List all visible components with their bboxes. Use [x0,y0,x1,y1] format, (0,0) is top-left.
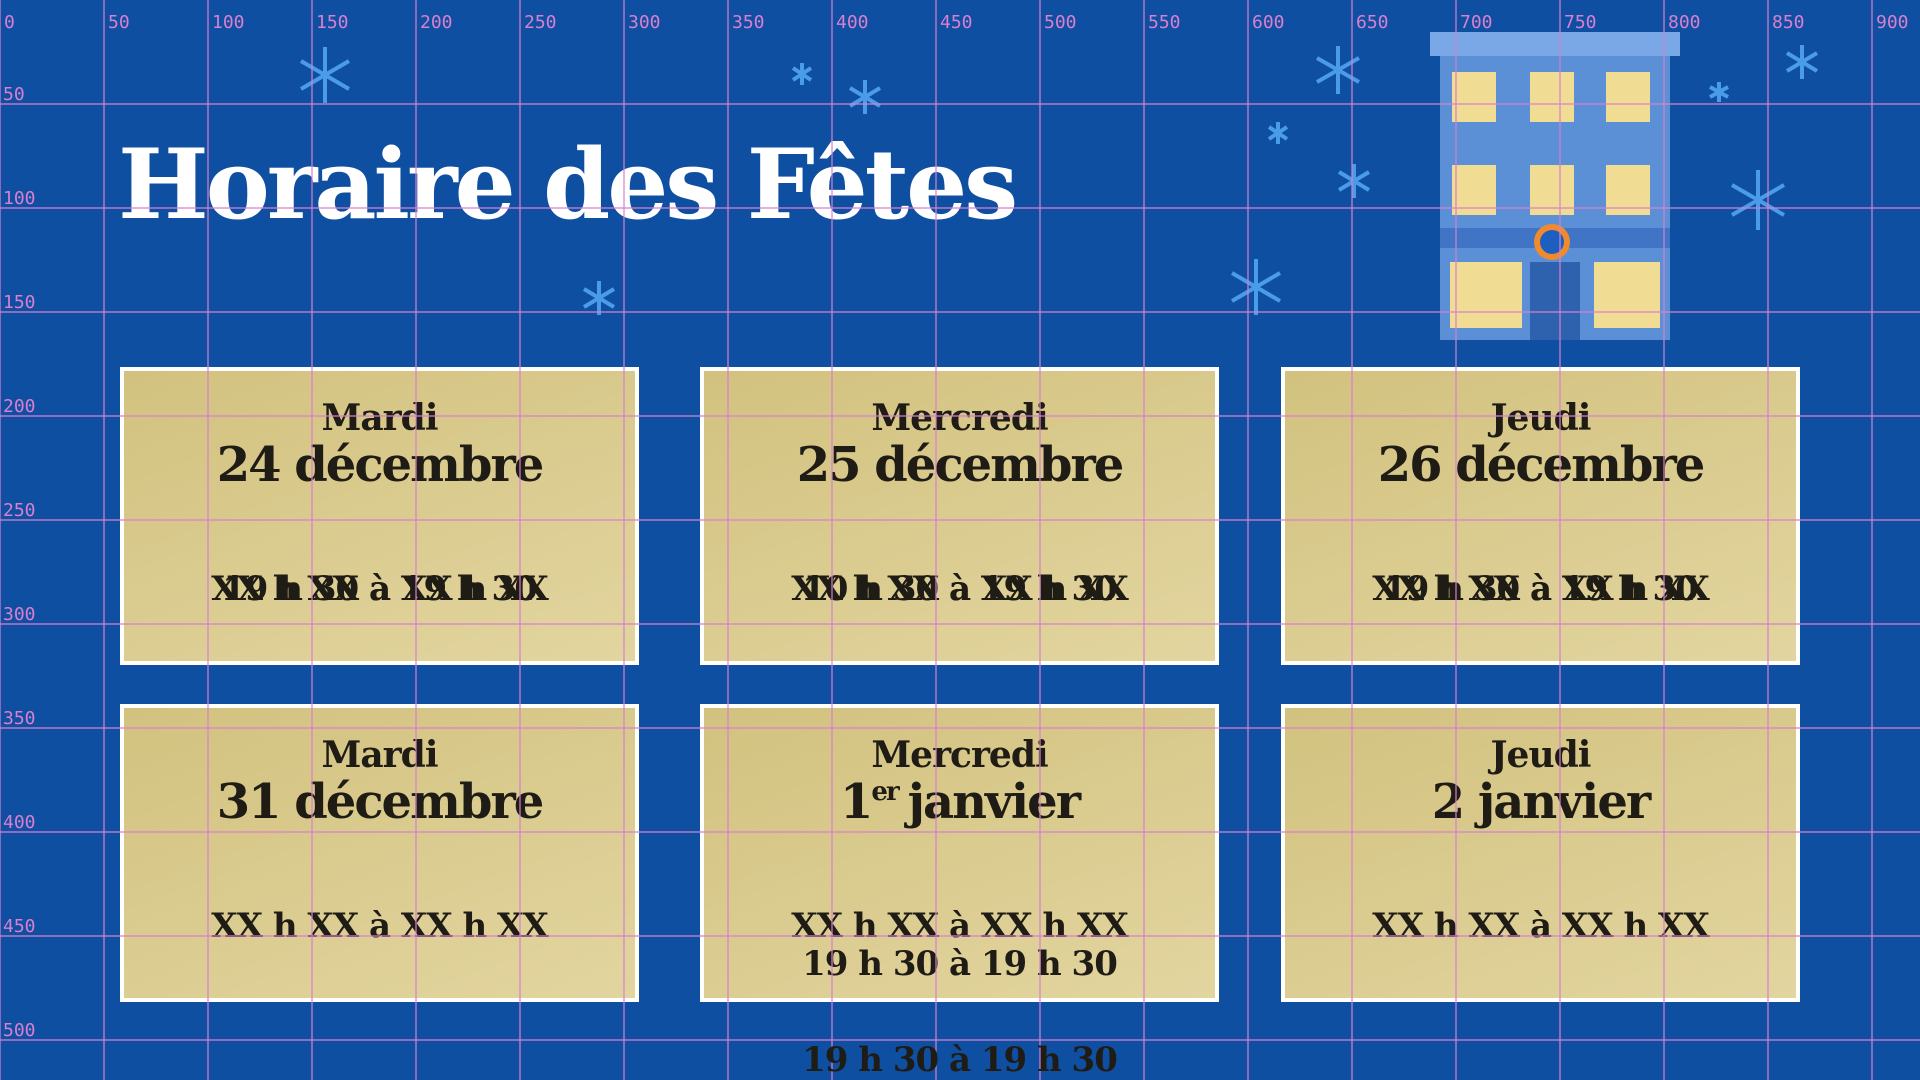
date-label: 31 décembre [124,774,635,830]
date-month: janvier [907,774,1081,830]
date-label: 26 décembre [1285,437,1796,493]
day-label: Jeudi [1490,734,1592,776]
hours-text: 19 h 30 à 19 h 30 [1383,569,1699,609]
date-text: 26 décembre [1377,437,1706,493]
day-label: Mardi [321,397,439,439]
hours-text: XX h XX à XX h XX [211,569,549,609]
store-building [1430,32,1680,340]
date-text: 2 janvier [1431,774,1651,830]
schedule-card: Mercredi 1er janvier XX h XX à XX h XX 19 h … [700,704,1219,1002]
hours-text: XX h XX à XX h XX [791,906,1129,946]
overflow-hours: 19 h 30 à 19 h 30 [802,1040,1118,1080]
date-label: 1er janvier [704,774,1215,830]
day-label: Jeudi [1490,397,1592,439]
date-label: 2 janvier [1285,774,1796,830]
date-ordinal: er [871,777,899,807]
hours-text: 19 h 30 à 19 h 30 [802,944,1118,984]
schedule-card: Mardi 31 décembre XX h XX à XX h XX [120,704,639,1002]
hours-text: XX h XX à XX h XX [211,906,549,946]
hours-text: 19 h 30 à 19 h 30 [222,569,538,609]
schedule-card: Jeudi 26 décembre 19 h 30 à 19 h 30 XX h XX… [1281,367,1800,665]
hours-text: 10 h 30 à 19 h 30 [802,569,1118,609]
schedule-card: Mardi 24 décembre 19 h 30 à 19 h 30 XX h XX… [120,367,639,665]
date-text: 1 [840,774,873,830]
schedule-card: Mercredi 25 décembre 10 h 30 à 19 h 30 XX h… [700,367,1219,665]
hours-text: XX h XX à XX h XX [1372,569,1710,609]
date-label: 24 décembre [124,437,635,493]
date-label: 25 décembre [704,437,1215,493]
date-text: 24 décembre [216,437,545,493]
schedule-card: Jeudi 2 janvier XX h XX à XX h XX [1281,704,1800,1002]
hours-text: XX h XX à XX h XX [791,569,1129,609]
day-label: Mardi [321,734,439,776]
title: Horaire des Fêtes [118,128,1018,241]
date-text: 25 décembre [796,437,1125,493]
day-label: Mercredi [871,397,1048,439]
day-label: Mercredi [871,734,1048,776]
date-text: 31 décembre [216,774,545,830]
hours-text: XX h XX à XX h XX [1372,906,1710,946]
